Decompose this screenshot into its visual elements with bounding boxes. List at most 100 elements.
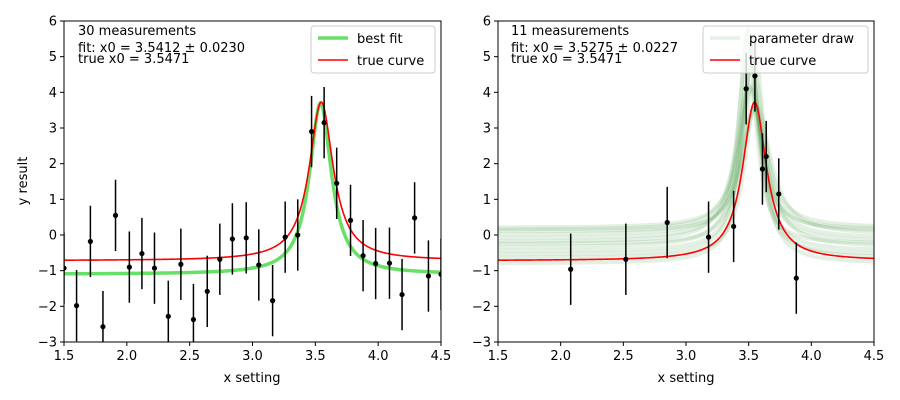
data-point-left [412, 215, 418, 221]
annotation-count-right: 11 measurements [511, 24, 629, 39]
y-tick-label-right: 6 [483, 15, 491, 30]
legend-label-best-fit: best fit [357, 32, 403, 47]
y-tick-label-left: 6 [49, 15, 57, 30]
x-tick-label-left: 3.5 [305, 349, 326, 364]
data-point-left [425, 273, 432, 279]
y-axis-label-left: y result [16, 157, 31, 206]
y-tick-label-left: 2 [49, 157, 57, 172]
x-tick-label-right: 3.5 [738, 349, 759, 364]
data-point-right [759, 166, 766, 172]
legend-label-parameter-draw: parameter draw [749, 32, 854, 47]
y-tick-label-left: −3 [38, 336, 57, 351]
data-point-right [763, 153, 769, 160]
ticks-right: 1.5 2.0 2.5 3.0 3.5 4.0 4.5 −3 −2 −1 0 1 2 3 4 5 6 [472, 15, 885, 365]
plot-area-right [498, 21, 874, 342]
data-point-left [438, 271, 441, 277]
points-left [64, 86, 441, 342]
data-point-left [360, 253, 366, 259]
y-tick-label-left: 4 [49, 86, 57, 101]
legend-label-true-curve-left: true curve [357, 54, 424, 69]
y-tick-label-right: 4 [483, 86, 491, 101]
y-tick-label-right: −2 [472, 300, 491, 315]
y-tick-label-right: −3 [472, 336, 491, 351]
data-point-left [126, 264, 132, 270]
data-point-left [386, 260, 393, 266]
data-point-left [165, 313, 171, 319]
true-curve-line-right [498, 101, 874, 261]
parameter-draw-line-11 [498, 34, 874, 234]
data-point-left [321, 120, 327, 126]
x-tick-label-right: 2.5 [613, 349, 634, 364]
y-tick-label-left: −1 [38, 264, 57, 279]
data-point-left [229, 236, 235, 242]
x-axis-label-left: x setting [224, 371, 281, 386]
data-point-right [793, 275, 799, 281]
x-tick-label-right: 4.5 [864, 349, 885, 364]
annotation-fit-left: fit: x0 = 3.5412 ± 0.0230 [78, 41, 245, 56]
data-point-left [100, 324, 106, 330]
x-tick-label-left: 2.0 [116, 349, 137, 364]
x-tick-label-right: 4.0 [801, 349, 822, 364]
curves-right [498, 24, 874, 266]
data-point-left [87, 238, 93, 245]
parameter-draw-line-5 [498, 60, 874, 230]
parameter-draw-line-2 [498, 39, 874, 257]
data-point-right [743, 86, 749, 92]
legend-left: best fit true curve [310, 25, 436, 74]
y-tick-label-right: −1 [472, 264, 491, 279]
true-curve-line-left [64, 101, 441, 261]
data-point-right [705, 234, 712, 240]
x-axis-label-right: x setting [658, 371, 715, 386]
data-point-right [568, 266, 574, 272]
data-point-left [295, 232, 301, 238]
data-point-left [190, 316, 197, 323]
best-fit-line-left [64, 100, 441, 276]
points-right [568, 40, 799, 314]
data-point-left [270, 298, 276, 304]
x-tick-label-right: 3.0 [676, 349, 697, 364]
annotation-count-left: 30 measurements [78, 24, 196, 39]
parameter-draw-line-0 [498, 24, 874, 246]
data-point-right [623, 256, 629, 262]
data-point-left [334, 180, 340, 186]
parameter-draw-line-6 [498, 105, 874, 249]
plot-area-left [64, 21, 441, 342]
y-tick-label-right: 5 [483, 50, 491, 65]
x-tick-label-left: 4.5 [431, 349, 452, 364]
parameter-draw-line-3 [498, 86, 874, 241]
parameter-draw-line-8 [498, 104, 874, 237]
panel-left: 1.5 2.0 2.5 3.0 3.5 4.0 4.5 −3 −2 −1 0 1 2 3 4 5 6 x set… [16, 15, 451, 387]
parameter-draw-line-10 [498, 82, 874, 244]
y-tick-label-left: 0 [49, 229, 57, 244]
x-tick-label-right: 2.0 [550, 349, 571, 364]
data-point-left [151, 265, 158, 271]
y-tick-label-right: 2 [483, 157, 491, 172]
parameter-draw-line-1 [498, 25, 874, 232]
x-tick-label-left: 1.5 [54, 349, 75, 364]
data-point-left [243, 235, 249, 241]
legend-right: parameter draw true curve [702, 25, 869, 74]
y-tick-label-left: 1 [49, 193, 57, 208]
data-point-left [217, 256, 223, 262]
y-tick-label-left: 5 [49, 50, 57, 65]
ticks-left: 1.5 2.0 2.5 3.0 3.5 4.0 4.5 −3 −2 −1 0 1 2 3 4 5 6 [38, 15, 452, 365]
legend-label-true-curve-right: true curve [749, 54, 816, 69]
data-point-right [752, 73, 758, 79]
parameter-draw-line-4 [498, 81, 874, 266]
annotation-true-left: true x0 = 3.5471 [78, 52, 189, 67]
annotation-true-right: true x0 = 3.5471 [511, 52, 622, 67]
x-tick-label-right: 1.5 [488, 349, 509, 364]
data-point-right [731, 223, 737, 230]
data-point-left [204, 288, 210, 294]
x-tick-label-left: 3.0 [242, 349, 263, 364]
data-point-left [64, 265, 67, 271]
data-point-left [308, 128, 315, 135]
data-point-right [664, 219, 670, 226]
y-tick-label-left: 3 [49, 122, 57, 137]
x-tick-label-left: 4.0 [368, 349, 389, 364]
legend-box-right [702, 25, 869, 74]
data-point-left [112, 212, 119, 218]
y-tick-label-left: −2 [38, 300, 57, 315]
data-point-left [399, 291, 405, 298]
